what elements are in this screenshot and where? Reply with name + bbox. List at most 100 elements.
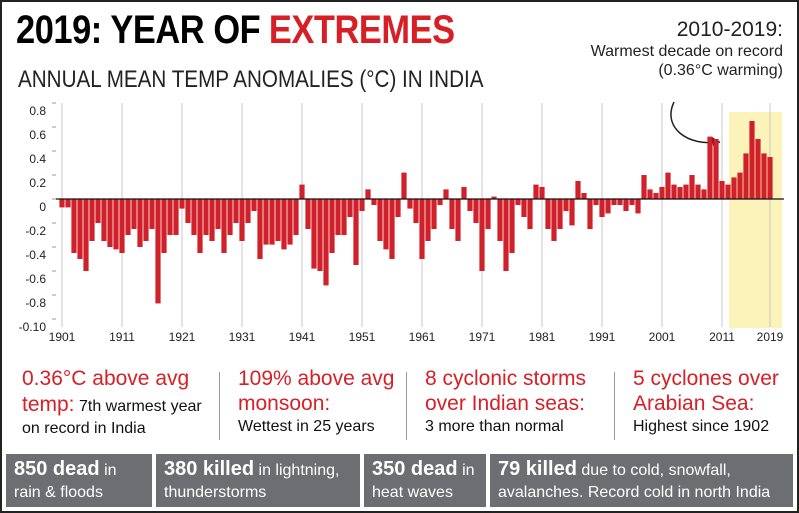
title-part: 2019: YEAR OF <box>16 8 261 52</box>
bar <box>641 175 647 199</box>
bar <box>119 199 125 253</box>
bar <box>767 157 773 199</box>
bar <box>281 199 287 250</box>
bar <box>623 199 629 211</box>
bar <box>95 199 101 223</box>
y-tick-label: -0.6 <box>25 272 46 286</box>
bar <box>221 199 227 253</box>
y-tick-label: -0.2 <box>25 224 46 238</box>
bar <box>191 199 197 235</box>
stat-text: Highest since 1902 <box>633 418 770 435</box>
bar <box>383 199 389 250</box>
x-tick-label: 1901 <box>49 330 76 344</box>
bar <box>503 199 509 271</box>
bar <box>419 199 425 259</box>
bar <box>719 181 725 199</box>
bar <box>293 199 299 235</box>
bar <box>725 184 731 199</box>
separator <box>219 372 220 440</box>
bar <box>101 199 107 241</box>
bar <box>515 199 521 205</box>
bar <box>659 187 665 199</box>
bar <box>245 199 251 223</box>
bar <box>737 172 743 199</box>
footer-box: 850 dead in rain & floods <box>6 454 152 507</box>
y-tick-label: 0.8 <box>29 104 46 118</box>
bar <box>83 199 89 271</box>
bar <box>377 199 383 241</box>
x-tick-label: 1981 <box>529 330 556 344</box>
annotation-heading: 2010-2019: <box>676 18 783 41</box>
footer-text: in lightning, thunderstorms <box>164 462 340 501</box>
bar <box>653 193 659 199</box>
bar <box>143 199 149 241</box>
x-tick-label: 2011 <box>709 330 735 344</box>
bar <box>215 199 221 229</box>
bar <box>611 199 617 205</box>
bar <box>743 153 749 199</box>
bar <box>209 199 215 241</box>
bar <box>71 199 77 253</box>
bar <box>89 199 95 241</box>
bar <box>167 199 173 235</box>
bar <box>161 199 167 253</box>
bar <box>683 184 689 199</box>
bar <box>467 199 473 211</box>
bar <box>305 199 311 229</box>
bar <box>233 199 239 223</box>
bar <box>665 172 671 199</box>
y-tick-label: 0.4 <box>29 152 46 166</box>
stat-text: 7th warmest year on record in India <box>22 398 202 437</box>
bar <box>533 184 539 199</box>
annotation: 2010-2019: Warmest decade on record (0.3… <box>583 18 783 80</box>
bar <box>65 199 71 208</box>
bar <box>485 199 491 229</box>
bar <box>617 199 623 205</box>
bar <box>677 187 683 199</box>
bar <box>179 199 185 209</box>
bar <box>599 199 605 217</box>
separator <box>406 372 407 440</box>
bar <box>359 199 365 211</box>
bar <box>635 199 641 214</box>
bar <box>131 199 137 229</box>
bar <box>371 199 377 205</box>
bar <box>557 199 563 229</box>
x-tick-label: 1921 <box>169 330 196 344</box>
x-tick-label: 1961 <box>409 330 436 344</box>
bar <box>125 199 131 235</box>
bar <box>323 199 329 286</box>
bar <box>257 199 263 259</box>
x-tick-label: 1911 <box>109 330 135 344</box>
bar <box>629 199 635 205</box>
footer-text: in heat waves <box>372 462 475 501</box>
bar <box>341 199 347 235</box>
bar <box>443 189 449 199</box>
bar <box>605 199 611 214</box>
stat-text: 3 more than normal <box>425 418 564 435</box>
y-tick-label: -0.8 <box>25 296 46 310</box>
bar <box>455 199 461 241</box>
footer-bold: 380 killed <box>164 458 255 480</box>
bar <box>347 199 353 217</box>
bar <box>647 189 653 199</box>
bar <box>731 177 737 199</box>
bar <box>431 199 437 229</box>
stat-headline: 8 cyclonic storms over Indian seas: <box>425 367 587 415</box>
bar <box>389 199 395 259</box>
bar <box>707 136 713 199</box>
stat-headline: 109% above avg monsoon: <box>238 367 395 415</box>
bar <box>695 184 701 199</box>
bar <box>275 199 281 241</box>
bar <box>401 172 407 199</box>
bar <box>575 181 581 199</box>
bar <box>551 199 557 241</box>
footer-box: 79 killed due to cold, snowfall, avalanc… <box>490 454 793 507</box>
bar <box>581 193 587 199</box>
stat-panel: 0.36°C above avg temp: 7th warmest year … <box>22 366 207 446</box>
stat-panel: 109% above avg monsoon: Wettest in 25 yea… <box>238 366 398 446</box>
bar <box>713 139 719 199</box>
bar <box>227 199 233 235</box>
bar <box>311 199 317 269</box>
